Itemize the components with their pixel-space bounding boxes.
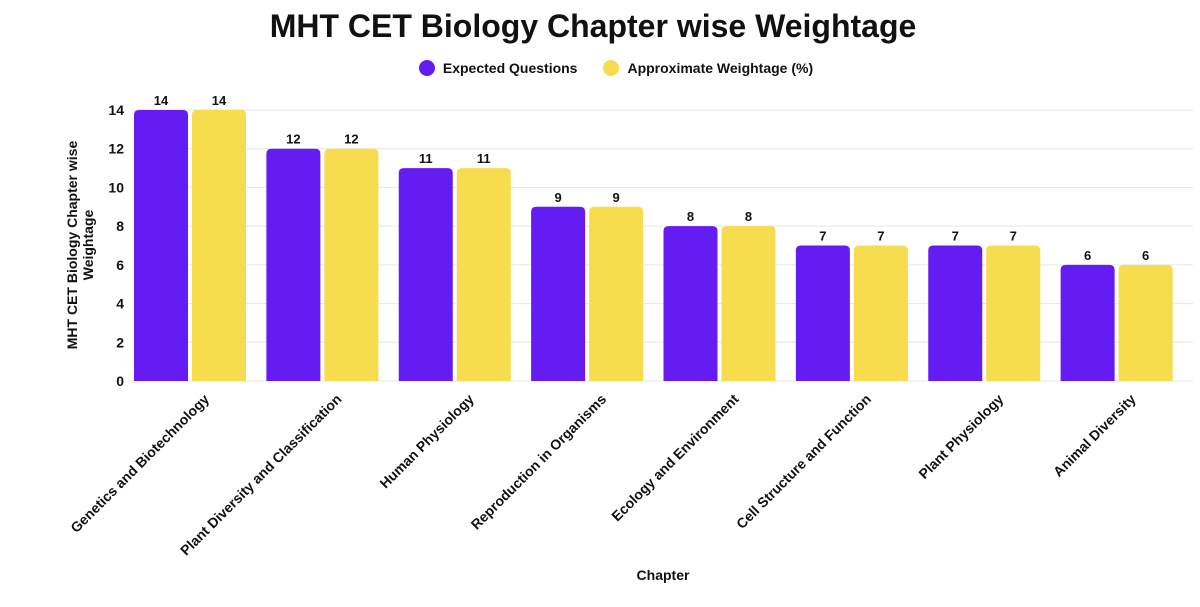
data-label-approximate-weightage-reproduction-in-organisms: 9 bbox=[613, 190, 620, 205]
y-axis-title: MHT CET Biology Chapter wiseWeightage bbox=[64, 141, 96, 350]
y-tick-label: 14 bbox=[108, 102, 124, 118]
y-tick-label: 10 bbox=[108, 179, 124, 195]
y-tick-label: 2 bbox=[116, 334, 124, 350]
data-label-expected-questions-reproduction-in-organisms: 9 bbox=[555, 190, 562, 205]
bar-approximate-weightage-ecology-and-environment[interactable] bbox=[721, 226, 776, 381]
x-tick-label-cell-structure-and-function: Cell Structure and Function bbox=[733, 391, 874, 532]
data-label-expected-questions-plant-diversity-and-classification: 12 bbox=[286, 132, 300, 147]
bar-expected-questions-genetics-and-biotechnology[interactable] bbox=[134, 110, 188, 381]
bar-expected-questions-animal-diversity[interactable] bbox=[1060, 264, 1115, 381]
legend-label-expected-questions: Expected Questions bbox=[442, 60, 578, 76]
bar-approximate-weightage-cell-structure-and-function[interactable] bbox=[853, 245, 908, 382]
legend-item-expected-questions[interactable]: Expected Questions bbox=[418, 60, 578, 76]
data-label-expected-questions-animal-diversity: 6 bbox=[1084, 248, 1091, 263]
data-label-approximate-weightage-cell-structure-and-function: 7 bbox=[877, 229, 884, 244]
data-label-approximate-weightage-human-physiology: 11 bbox=[477, 151, 491, 166]
x-tick-label-animal-diversity: Animal Diversity bbox=[1050, 391, 1139, 480]
y-axis-ticks: 0 2 4 6 8 10 12 14 bbox=[108, 102, 124, 389]
chart-title: MHT CET Biology Chapter wise Weightage bbox=[269, 8, 917, 44]
data-label-approximate-weightage-plant-physiology: 7 bbox=[1010, 229, 1017, 244]
bar-approximate-weightage-animal-diversity[interactable] bbox=[1118, 264, 1173, 381]
data-label-approximate-weightage-ecology-and-environment: 8 bbox=[745, 209, 752, 224]
x-tick-label-reproduction-in-organisms: Reproduction in Organisms bbox=[468, 391, 610, 533]
data-label-expected-questions-cell-structure-and-function: 7 bbox=[819, 229, 826, 244]
x-tick-label-genetics-and-biotechnology: Genetics and Biotechnology bbox=[67, 391, 212, 536]
bar-expected-questions-cell-structure-and-function[interactable] bbox=[795, 245, 850, 382]
bar-approximate-weightage-human-physiology[interactable] bbox=[456, 168, 511, 381]
x-tick-label-ecology-and-environment: Ecology and Environment bbox=[608, 391, 742, 525]
bar-expected-questions-ecology-and-environment[interactable] bbox=[663, 226, 718, 381]
data-label-expected-questions-genetics-and-biotechnology: 14 bbox=[154, 93, 169, 108]
bar-approximate-weightage-plant-physiology[interactable] bbox=[986, 245, 1041, 382]
data-label-expected-questions-human-physiology: 11 bbox=[419, 151, 433, 166]
bar-expected-questions-human-physiology[interactable] bbox=[398, 168, 453, 381]
bar-approximate-weightage-reproduction-in-organisms[interactable] bbox=[589, 206, 644, 381]
bars bbox=[134, 110, 1173, 381]
data-label-approximate-weightage-animal-diversity: 6 bbox=[1142, 248, 1149, 263]
bar-expected-questions-plant-diversity-and-classification[interactable] bbox=[266, 148, 321, 381]
legend: Expected Questions Approximate Weightage… bbox=[0, 60, 1200, 76]
data-label-expected-questions-plant-physiology: 7 bbox=[952, 229, 959, 244]
bar-approximate-weightage-genetics-and-biotechnology[interactable] bbox=[192, 110, 246, 381]
y-tick-label: 4 bbox=[116, 296, 124, 312]
y-tick-label: 8 bbox=[116, 218, 124, 234]
x-tick-label-plant-diversity-and-classification: Plant Diversity and Classification bbox=[177, 391, 345, 559]
legend-swatch-approximate-weightage bbox=[603, 60, 620, 76]
bar-expected-questions-reproduction-in-organisms[interactable] bbox=[531, 206, 586, 381]
x-axis-title: Chapter bbox=[637, 567, 690, 583]
data-labels: 14 14 12 12 11 11 9 9 8 8 7 7 7 7 6 6 bbox=[154, 93, 1149, 263]
bar-approximate-weightage-plant-diversity-and-classification[interactable] bbox=[324, 148, 379, 381]
data-label-approximate-weightage-genetics-and-biotechnology: 14 bbox=[212, 93, 227, 108]
bar-expected-questions-plant-physiology[interactable] bbox=[928, 245, 983, 382]
x-tick-label-plant-physiology: Plant Physiology bbox=[915, 391, 1006, 482]
x-tick-label-human-physiology: Human Physiology bbox=[376, 391, 477, 492]
y-tick-label: 6 bbox=[116, 257, 124, 273]
legend-label-approximate-weightage: Approximate Weightage (%) bbox=[627, 60, 814, 76]
y-tick-label: 0 bbox=[116, 373, 124, 389]
y-tick-label: 12 bbox=[108, 141, 124, 157]
legend-item-approximate-weightage[interactable]: Approximate Weightage (%) bbox=[603, 60, 813, 76]
data-label-approximate-weightage-plant-diversity-and-classification: 12 bbox=[344, 132, 358, 147]
legend-swatch-expected-questions bbox=[418, 60, 435, 76]
data-label-expected-questions-ecology-and-environment: 8 bbox=[687, 209, 694, 224]
